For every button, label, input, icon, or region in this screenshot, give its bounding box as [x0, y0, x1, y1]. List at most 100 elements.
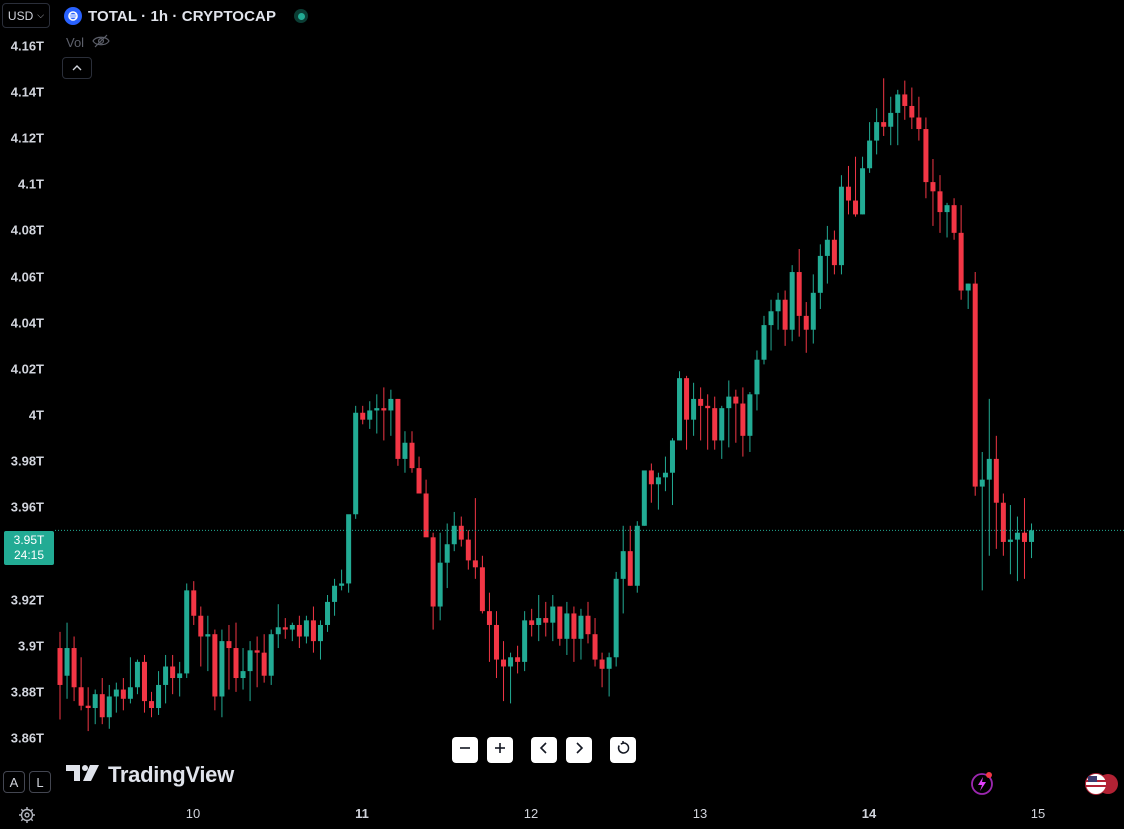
candle-body: [867, 140, 873, 169]
tradingview-logo[interactable]: TradingView: [66, 762, 234, 788]
candle-body: [1000, 502, 1006, 542]
candle-body: [923, 129, 929, 183]
candle-body: [909, 105, 915, 118]
candle-body: [92, 694, 98, 709]
candle-body: [381, 408, 387, 411]
zoom-out-button[interactable]: [452, 737, 478, 763]
auto-scale-button[interactable]: A: [3, 771, 25, 793]
candle-body: [691, 398, 697, 420]
candle: [451, 511, 457, 552]
candle: [613, 571, 619, 667]
candle: [310, 606, 316, 653]
candle-body: [247, 650, 253, 672]
candle-body: [824, 239, 830, 256]
lightning-icon[interactable]: [970, 770, 996, 801]
candle-body: [662, 472, 668, 478]
candle: [184, 583, 190, 679]
candle-body: [205, 634, 211, 637]
log-scale-button[interactable]: L: [29, 771, 51, 793]
collapse-legend-button[interactable]: [62, 57, 92, 79]
candle: [317, 620, 323, 660]
candle: [268, 629, 274, 685]
candle-body: [289, 624, 295, 630]
candle-body: [592, 634, 598, 660]
market-status-icon[interactable]: [294, 9, 309, 23]
candle: [888, 96, 894, 146]
candle: [641, 470, 647, 526]
settings-gear-icon[interactable]: [18, 806, 36, 829]
candle: [163, 654, 169, 704]
candle-body: [85, 705, 91, 709]
candle-body: [677, 378, 683, 441]
candle: [191, 581, 197, 625]
candle: [141, 654, 147, 713]
symbol-logo-icon: [64, 7, 82, 25]
candle-body: [655, 477, 661, 485]
reset-chart-button[interactable]: [610, 737, 636, 763]
zoom-in-button[interactable]: [487, 737, 513, 763]
candle-body: [958, 232, 964, 291]
candle: [972, 272, 978, 496]
candle: [156, 671, 162, 715]
candle: [247, 641, 253, 702]
plus-icon: [494, 741, 506, 759]
candle: [501, 641, 507, 702]
candle-body: [134, 661, 140, 688]
candle-body: [705, 405, 711, 409]
candle-body: [1029, 530, 1035, 542]
price-scale-label: 3.86T: [10, 730, 44, 746]
candle: [303, 615, 309, 644]
candle-body: [993, 458, 999, 503]
eye-crossed-icon[interactable]: [92, 34, 110, 51]
candle: [1021, 498, 1027, 579]
symbol-legend[interactable]: TOTAL · 1h · CRYPTOCAP: [64, 5, 309, 27]
candle-body: [282, 627, 288, 630]
candle: [796, 248, 802, 337]
candle-body: [768, 311, 774, 326]
price-scale-label: 3.98T: [10, 453, 44, 469]
candle-body: [1021, 532, 1027, 542]
candle: [254, 636, 260, 688]
candle: [684, 375, 690, 450]
candle-body: [141, 661, 147, 702]
currency-selector[interactable]: USD ⌵: [2, 3, 50, 28]
candle: [493, 611, 499, 679]
time-scale-label: 15: [1030, 806, 1046, 821]
scroll-right-button[interactable]: [566, 737, 592, 763]
candle-body: [895, 94, 901, 113]
price-scale-label: 4.06T: [10, 269, 44, 285]
time-scale-label: 10: [185, 806, 201, 821]
candle-body: [508, 657, 514, 667]
candle-body: [465, 539, 471, 561]
candle-body: [113, 689, 119, 697]
candle: [479, 555, 485, 614]
candle-body: [726, 396, 732, 409]
candle-body: [437, 562, 443, 607]
candle: [1007, 505, 1013, 575]
us-flag-icon[interactable]: [1084, 772, 1122, 801]
candle: [916, 96, 922, 141]
candle-body: [620, 551, 626, 579]
candle: [909, 87, 915, 130]
candle: [529, 608, 535, 637]
candle: [803, 302, 809, 353]
volume-legend[interactable]: Vol: [66, 34, 110, 51]
candle-body: [198, 615, 204, 637]
candle-body: [944, 205, 950, 213]
candle: [655, 472, 661, 510]
candle-body: [156, 684, 162, 709]
candle-body: [536, 618, 542, 625]
candle: [930, 159, 936, 226]
candle: [592, 618, 598, 667]
candle-body: [571, 613, 577, 639]
candle: [860, 156, 866, 215]
scroll-left-button[interactable]: [531, 737, 557, 763]
current-price-value: 3.95T: [13, 533, 45, 547]
candle-body: [669, 440, 675, 473]
candle-body: [740, 403, 746, 436]
candle: [662, 456, 668, 492]
candle: [381, 387, 387, 441]
candle-body: [127, 687, 133, 699]
candle-body: [838, 186, 844, 266]
